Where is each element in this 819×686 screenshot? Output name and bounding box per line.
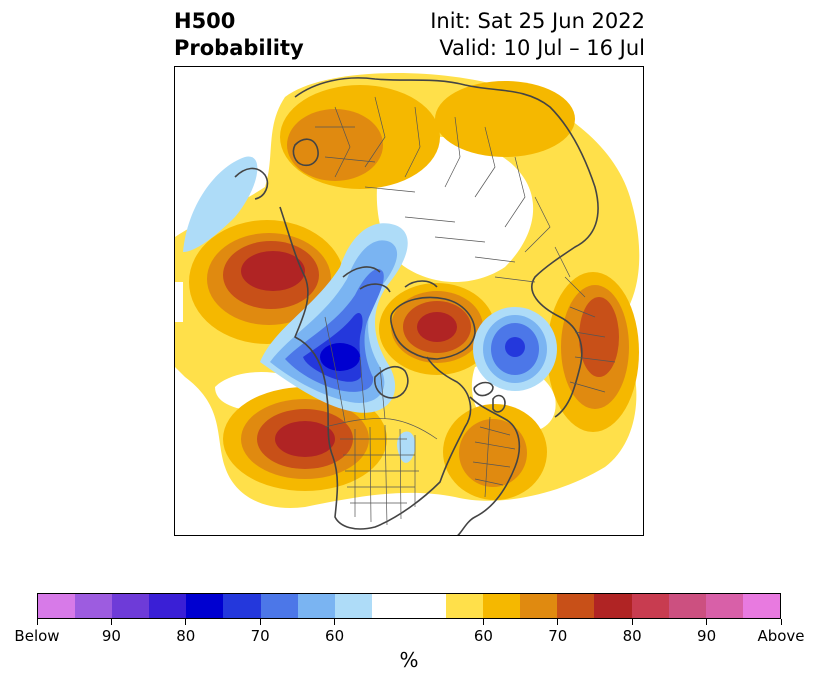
colorbar-tick-label: 60 bbox=[473, 627, 493, 645]
colorbar-swatch bbox=[557, 594, 595, 618]
title-variable: H500 bbox=[174, 9, 236, 33]
colorbar-swatch bbox=[297, 594, 335, 618]
above-normal-shading bbox=[175, 73, 640, 508]
coastline-eurasia bbox=[294, 77, 599, 418]
colorbar-tick bbox=[482, 619, 484, 625]
colorbar-tick-label: 60 bbox=[325, 627, 345, 645]
colorbar-tick bbox=[36, 619, 38, 625]
colorbar-tick bbox=[259, 619, 261, 625]
anomaly-pacific-cool bbox=[183, 156, 258, 252]
colorbar-tick bbox=[557, 619, 559, 625]
colorbar-tick bbox=[631, 619, 633, 625]
colorbar-swatch bbox=[260, 594, 298, 618]
map-outlines bbox=[234, 77, 599, 535]
anomaly-north-atlantic-cool-70 bbox=[505, 337, 525, 357]
colorbar-swatch bbox=[446, 594, 484, 618]
colorbar-tick-label: Above bbox=[757, 627, 805, 645]
us-canada-border bbox=[324, 418, 438, 440]
init-date: Init: Sat 25 Jun 2022 bbox=[430, 9, 645, 33]
canadian-province-borders bbox=[324, 316, 386, 423]
coastline-japan bbox=[292, 138, 319, 167]
anomaly-pacific-north-80 bbox=[241, 251, 305, 291]
coastline-hudson-bay bbox=[374, 365, 409, 399]
coastline-europe bbox=[457, 396, 521, 535]
eurasia-country-borders bbox=[315, 96, 616, 393]
coastline-arctic-islands bbox=[342, 266, 438, 293]
colorbar-swatch bbox=[223, 594, 261, 618]
colorbar-unit-label: % bbox=[399, 648, 419, 672]
coastline-kamchatka bbox=[234, 167, 269, 200]
political-borders bbox=[315, 96, 616, 526]
colorbar-tick bbox=[110, 619, 112, 625]
anomaly-northeast bbox=[435, 81, 575, 157]
us-state-borders bbox=[340, 424, 419, 526]
colorbar-swatch bbox=[75, 594, 113, 618]
colorbar-tick-label: Below bbox=[14, 627, 60, 645]
near-normal-westedge bbox=[175, 282, 183, 322]
colorbar-swatch bbox=[38, 594, 76, 618]
colorbar-swatch bbox=[334, 594, 372, 618]
title-product: Probability bbox=[174, 36, 304, 60]
colorbar-tick-label: 80 bbox=[176, 627, 196, 645]
colorbar-tick-label: 70 bbox=[548, 627, 568, 645]
colorbar-swatch bbox=[520, 594, 558, 618]
colorbar-swatch bbox=[112, 594, 150, 618]
colorbar-swatch bbox=[186, 594, 224, 618]
anomaly-canada-cool-80 bbox=[320, 343, 360, 371]
colorbar-tick bbox=[780, 619, 782, 625]
colorbar-swatch bbox=[594, 594, 632, 618]
colorbar-tick-label: 90 bbox=[697, 627, 717, 645]
coastline-iceland bbox=[473, 381, 494, 397]
colorbar-swatch bbox=[149, 594, 187, 618]
colorbar-swatch bbox=[668, 594, 706, 618]
colorbar-tick-label: 90 bbox=[101, 627, 121, 645]
anomaly-europe-70 bbox=[459, 419, 527, 487]
probability-map bbox=[175, 73, 640, 535]
colorbar-swatch bbox=[742, 594, 780, 618]
below-normal-shading bbox=[183, 156, 557, 463]
title-left: H500 Probability bbox=[174, 8, 304, 62]
colorbar bbox=[37, 593, 781, 619]
anomaly-greenland-80 bbox=[417, 312, 457, 342]
valid-range: Valid: 10 Jul – 16 Jul bbox=[439, 36, 645, 60]
colorbar-tick bbox=[185, 619, 187, 625]
colorbar-tick bbox=[706, 619, 708, 625]
colorbar-tick bbox=[334, 619, 336, 625]
europe-country-borders bbox=[472, 416, 516, 498]
colorbar-tick-label: 80 bbox=[622, 627, 642, 645]
colorbar-swatch bbox=[705, 594, 743, 618]
colorbar-swatch bbox=[631, 594, 669, 618]
map-panel bbox=[174, 66, 644, 536]
coastline-north-america bbox=[279, 206, 472, 530]
colorbar-tick-label: 70 bbox=[250, 627, 270, 645]
title-right: Init: Sat 25 Jun 2022 Valid: 10 Jul – 16… bbox=[430, 8, 645, 62]
coastline-uk bbox=[492, 394, 506, 413]
anomaly-siberia-75 bbox=[579, 297, 619, 377]
coastline-greenland bbox=[390, 296, 476, 360]
colorbar-swatch bbox=[371, 594, 447, 618]
colorbar-swatch bbox=[483, 594, 521, 618]
anomaly-top-70 bbox=[287, 109, 383, 181]
anomaly-western-us-80 bbox=[275, 421, 335, 457]
